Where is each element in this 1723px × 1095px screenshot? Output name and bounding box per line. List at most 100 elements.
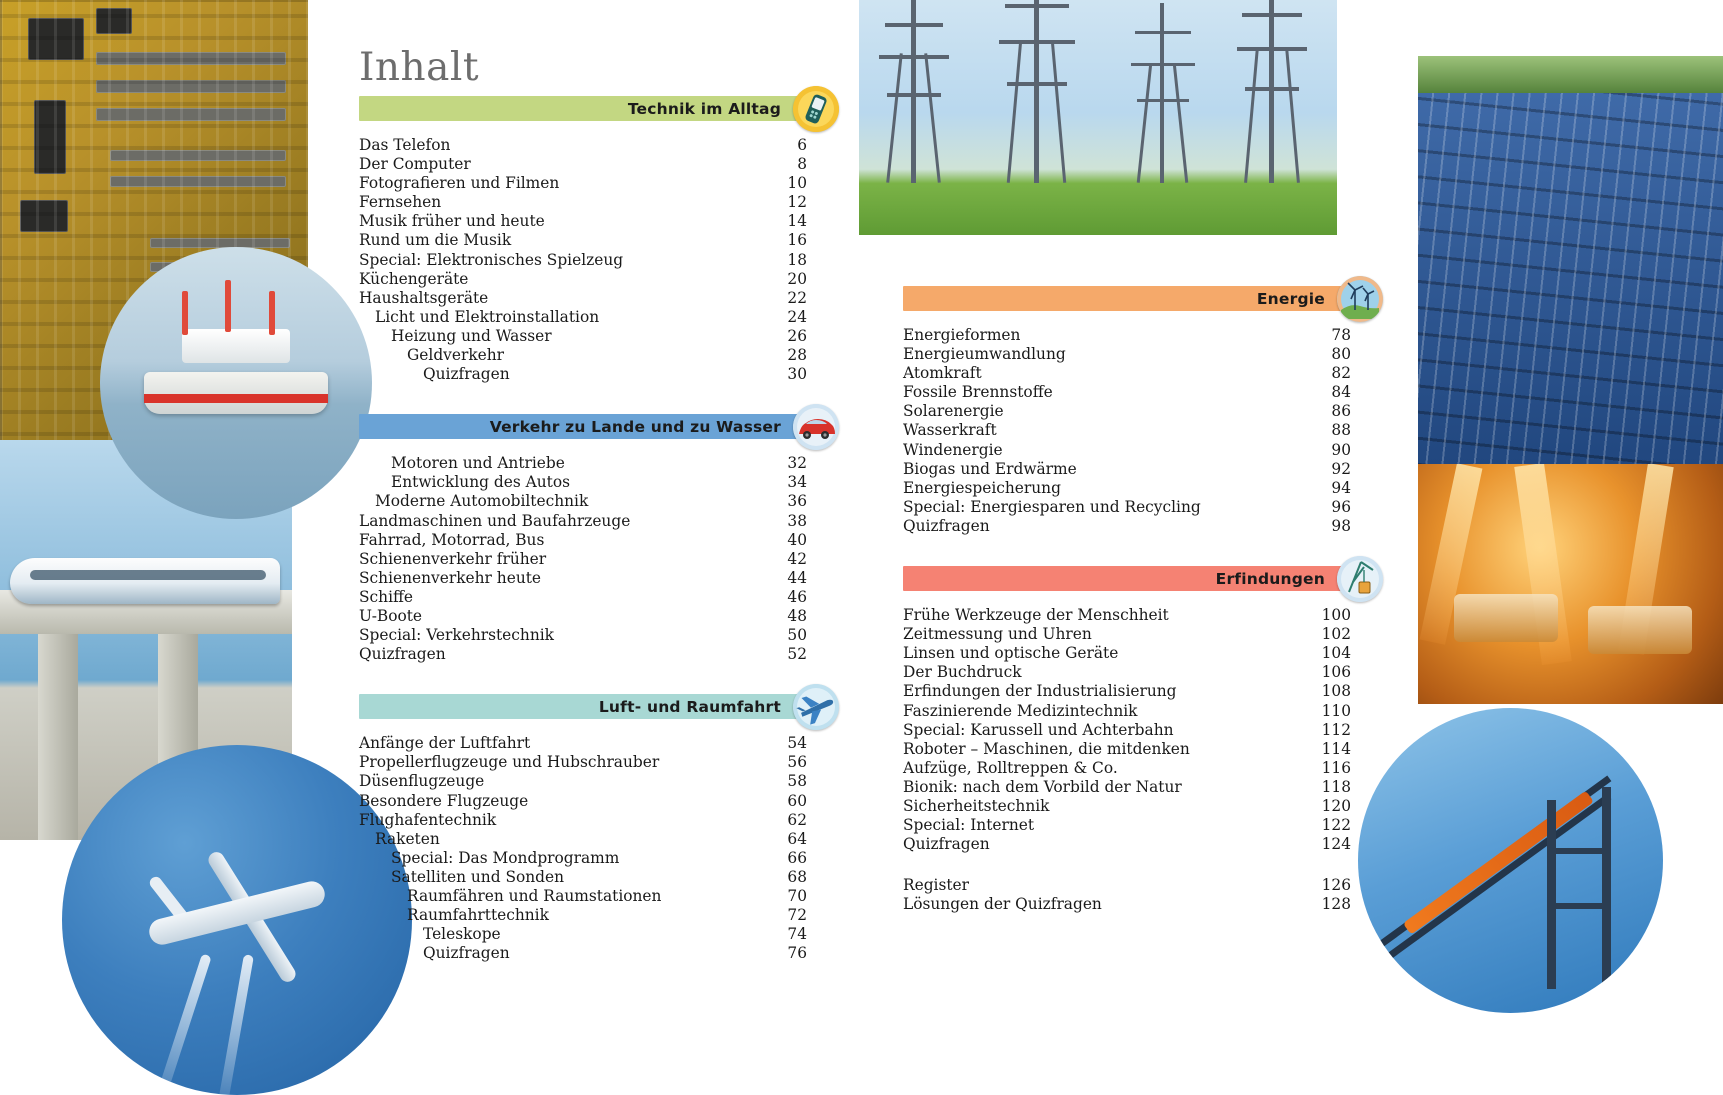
toc-entry[interactable]: Solarenergie 86 bbox=[903, 402, 1351, 421]
toc-entry[interactable]: U-Boote 48 bbox=[359, 607, 807, 626]
toc-entry-label: Rund um die Musik bbox=[359, 231, 512, 250]
toc-entry-page-number: 20 bbox=[787, 269, 807, 288]
toc-entry[interactable]: Fahrrad, Motorrad, Bus 40 bbox=[359, 531, 807, 550]
toc-entry[interactable]: Propellerflugzeuge und Hubschrauber 56 bbox=[359, 753, 807, 772]
back-matter-list: Register 126 Lösungen der Quizfragen 128 bbox=[903, 876, 1351, 914]
toc-entry[interactable]: Zeitmessung und Uhren 102 bbox=[903, 625, 1351, 644]
toc-entry[interactable]: Quizfragen 30 bbox=[359, 365, 807, 384]
factory-robots-photo bbox=[1418, 464, 1723, 704]
toc-entry[interactable]: Energieumwandlung 80 bbox=[903, 345, 1351, 364]
toc-entry[interactable]: Special: Das Mondprogramm 66 bbox=[359, 849, 807, 868]
toc-entry[interactable]: Teleskope 74 bbox=[359, 925, 807, 944]
toc-entry[interactable]: Anfänge der Luftfahrt 54 bbox=[359, 734, 807, 753]
toc-entry[interactable]: Energieformen 78 bbox=[903, 326, 1351, 345]
toc-entry-page-number: 120 bbox=[1321, 796, 1351, 815]
toc-entry[interactable]: Register 126 bbox=[903, 876, 1351, 895]
toc-entry[interactable]: Atomkraft 82 bbox=[903, 364, 1351, 383]
toc-entry-label: Sicherheitstechnik bbox=[903, 796, 1050, 815]
toc-entry[interactable]: Fossile Brennstoffe 84 bbox=[903, 383, 1351, 402]
section-header-technik-im-alltag[interactable]: Technik im Alltag bbox=[359, 85, 839, 132]
toc-entry[interactable]: Special: Internet 122 bbox=[903, 816, 1351, 835]
hull-graphic bbox=[143, 372, 329, 415]
toc-entry-page-number: 112 bbox=[1321, 720, 1351, 739]
toc-entry[interactable]: Biogas und Erdwärme 92 bbox=[903, 460, 1351, 479]
train-graphic bbox=[10, 558, 280, 604]
toc-entry[interactable]: Flughafentechnik 62 bbox=[359, 811, 807, 830]
toc-entry[interactable]: Schienenverkehr früher 42 bbox=[359, 550, 807, 569]
toc-entry[interactable]: Quizfragen 52 bbox=[359, 645, 807, 664]
toc-entry[interactable]: Sicherheitstechnik 120 bbox=[903, 797, 1351, 816]
toc-entry[interactable]: Bionik: nach dem Vorbild der Natur 118 bbox=[903, 778, 1351, 797]
toc-entry[interactable]: Besondere Flugzeuge 60 bbox=[359, 792, 807, 811]
toc-entry[interactable]: Heizung und Wasser 26 bbox=[359, 327, 807, 346]
toc-entry-page-number: 72 bbox=[787, 906, 807, 925]
toc-entry-label: Bionik: nach dem Vorbild der Natur bbox=[903, 777, 1182, 796]
toc-entry[interactable]: Raumfähren und Raumstationen 70 bbox=[359, 887, 807, 906]
toc-entry[interactable]: Energiespeicherung 94 bbox=[903, 479, 1351, 498]
toc-section-erfindungen: Erfindungen Frühe Werkzeuge der Menschhe… bbox=[903, 555, 1383, 854]
toc-entry-label: Heizung und Wasser bbox=[391, 326, 552, 345]
toc-entry[interactable]: Wasserkraft 88 bbox=[903, 421, 1351, 440]
toc-entry[interactable]: Raumfahrttechnik 72 bbox=[359, 906, 807, 925]
section-header-energie[interactable]: Energie bbox=[903, 275, 1383, 322]
toc-entry[interactable]: Schiffe 46 bbox=[359, 588, 807, 607]
toc-entry[interactable]: Der Buchdruck 106 bbox=[903, 663, 1351, 682]
toc-entry-page-number: 40 bbox=[787, 530, 807, 549]
toc-entry[interactable]: Faszinierende Medizintechnik 110 bbox=[903, 702, 1351, 721]
toc-entry-label: Special: Karussell und Achterbahn bbox=[903, 720, 1174, 739]
toc-entry-label: Fossile Brennstoffe bbox=[903, 383, 1053, 402]
toc-entry[interactable]: Linsen und optische Geräte 104 bbox=[903, 644, 1351, 663]
toc-entry-label: Energieformen bbox=[903, 326, 1021, 344]
toc-entry-page-number: 114 bbox=[1321, 739, 1351, 758]
toc-entry[interactable]: Landmaschinen und Baufahrzeuge 38 bbox=[359, 512, 807, 531]
toc-entry[interactable]: Erfindungen der Industrialisierung 108 bbox=[903, 682, 1351, 701]
mobile-phone-icon bbox=[793, 85, 839, 132]
toc-entry-label: Fotografieren und Filmen bbox=[359, 174, 560, 193]
toc-entry[interactable]: Aufzüge, Rolltreppen & Co. 116 bbox=[903, 759, 1351, 778]
toc-entry[interactable]: Raketen 64 bbox=[359, 830, 807, 849]
toc-entry[interactable]: Fotografieren und Filmen 10 bbox=[359, 174, 807, 193]
toc-entry[interactable]: Schienenverkehr heute 44 bbox=[359, 569, 807, 588]
toc-entry[interactable]: Quizfragen 98 bbox=[903, 517, 1351, 536]
tower-leg-graphic bbox=[1602, 787, 1611, 989]
toc-entry[interactable]: Licht und Elektroinstallation 24 bbox=[359, 308, 807, 327]
toc-entry[interactable]: Satelliten und Sonden 68 bbox=[359, 868, 807, 887]
toc-entry[interactable]: Düsenflugzeuge 58 bbox=[359, 772, 807, 791]
section-header-verkehr-zu-lande-und-zu-wasser[interactable]: Verkehr zu Lande und zu Wasser bbox=[359, 403, 839, 450]
toc-entry[interactable]: Lösungen der Quizfragen 128 bbox=[903, 895, 1351, 914]
toc-entry[interactable]: Musik früher und heute 14 bbox=[359, 212, 807, 231]
toc-entry[interactable]: Der Computer 8 bbox=[359, 155, 807, 174]
toc-entry[interactable]: Rund um die Musik 16 bbox=[359, 231, 807, 250]
toc-entry-page-number: 68 bbox=[787, 867, 807, 886]
toc-entry[interactable]: Entwicklung des Autos 34 bbox=[359, 473, 807, 492]
toc-entry-page-number: 42 bbox=[787, 549, 807, 568]
red-car-icon bbox=[793, 403, 839, 450]
toc-entry[interactable]: Geldverkehr 28 bbox=[359, 346, 807, 365]
toc-entry[interactable]: Moderne Automobiltechnik 36 bbox=[359, 492, 807, 511]
toc-entry[interactable]: Fernsehen 12 bbox=[359, 193, 807, 212]
toc-entry[interactable]: Frühe Werkzeuge der Menschheit 100 bbox=[903, 606, 1351, 625]
toc-entry-label: Schiffe bbox=[359, 587, 414, 606]
toc-entry[interactable]: Roboter – Maschinen, die mitdenken 114 bbox=[903, 740, 1351, 759]
section-title: Verkehr zu Lande und zu Wasser bbox=[489, 417, 781, 436]
toc-entry[interactable]: Haushaltsgeräte 22 bbox=[359, 289, 807, 308]
section-entry-list: Energieformen 78 Energieumwandlung 80 Atomkr… bbox=[903, 326, 1351, 536]
toc-entry-page-number: 30 bbox=[787, 365, 807, 384]
toc-entry[interactable]: Special: Verkehrstechnik 50 bbox=[359, 626, 807, 645]
toc-entry[interactable]: Motoren und Antriebe 32 bbox=[359, 454, 807, 473]
toc-entry-page-number: 108 bbox=[1321, 682, 1351, 701]
airplane-icon bbox=[793, 683, 839, 730]
section-header-erfindungen[interactable]: Erfindungen bbox=[903, 555, 1383, 602]
toc-entry[interactable]: Special: Energiesparen und Recycling 96 bbox=[903, 498, 1351, 517]
toc-entry[interactable]: Windenergie 90 bbox=[903, 441, 1351, 460]
toc-entry[interactable]: Quizfragen 124 bbox=[903, 835, 1351, 854]
toc-entry-label: Special: Energiesparen und Recycling bbox=[903, 497, 1201, 516]
toc-entry[interactable]: Das Telefon 6 bbox=[359, 136, 807, 155]
section-header-luft-und-raumfahrt[interactable]: Luft- und Raumfahrt bbox=[359, 683, 839, 730]
toc-entry[interactable]: Quizfragen 76 bbox=[359, 944, 807, 963]
toc-entry[interactable]: Special: Elektronisches Spielzeug 18 bbox=[359, 251, 807, 270]
toc-entry[interactable]: Küchengeräte 20 bbox=[359, 270, 807, 289]
toc-entry-label: Propellerflugzeuge und Hubschrauber bbox=[359, 753, 660, 772]
toc-entry[interactable]: Special: Karussell und Achterbahn 112 bbox=[903, 721, 1351, 740]
toc-entry-label: Düsenflugzeuge bbox=[359, 772, 485, 791]
